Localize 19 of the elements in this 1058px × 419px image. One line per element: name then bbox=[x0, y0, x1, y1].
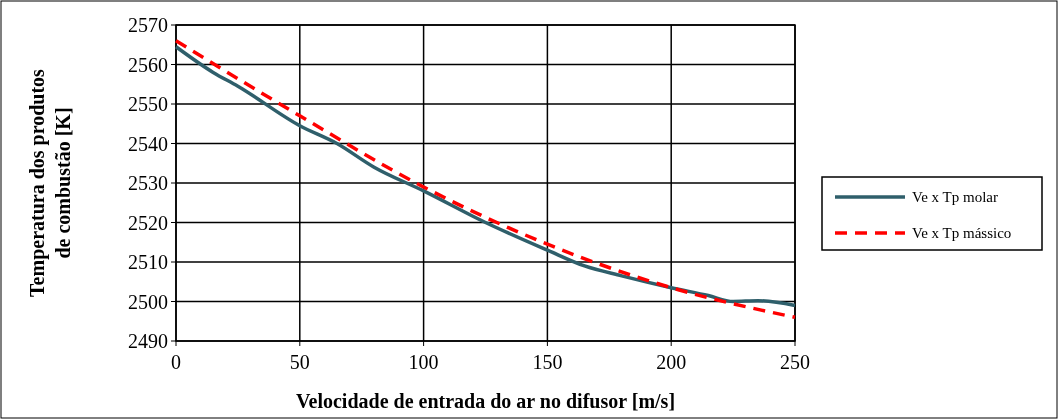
y-axis-title: Temperatura dos produtos de combustão [K] bbox=[26, 68, 74, 297]
legend-label: Ve x Tp mássico bbox=[912, 225, 1012, 242]
x-tick-label: 100 bbox=[408, 351, 439, 373]
legend-label: Ve x Tp molar bbox=[912, 189, 998, 206]
y-tick-label: 2550 bbox=[128, 93, 168, 115]
y-tick-label: 2500 bbox=[128, 290, 168, 313]
x-axis-title: Velocidade de entrada do ar no difusor [m/s] bbox=[295, 390, 676, 412]
y-tick-label: 2570 bbox=[128, 14, 168, 36]
y-tick-label: 2540 bbox=[128, 132, 168, 155]
y-tick-label: 2510 bbox=[128, 251, 168, 273]
y-tick-label: 2530 bbox=[128, 172, 168, 194]
y-tick-label: 2490 bbox=[128, 330, 168, 352]
x-tick-label: 200 bbox=[656, 351, 687, 373]
x-tick-label: 50 bbox=[289, 351, 310, 373]
x-tick-label: 0 bbox=[171, 351, 181, 373]
x-tick-label: 250 bbox=[780, 351, 810, 373]
x-tick-label: 150 bbox=[532, 351, 563, 373]
y-tick-label: 2560 bbox=[128, 53, 168, 76]
y-tick-label: 2520 bbox=[128, 211, 168, 234]
